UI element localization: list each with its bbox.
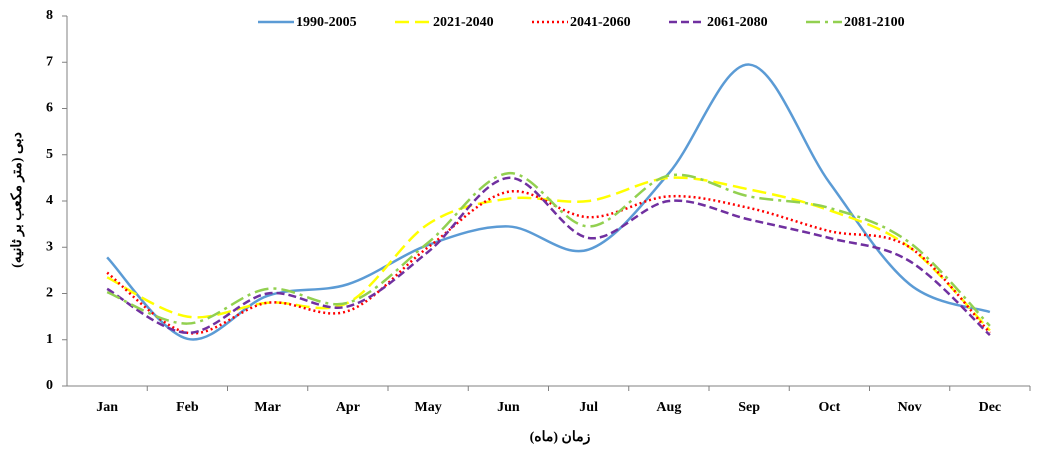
x-tick-label: Oct: [818, 400, 840, 415]
legend-label: 2081-2100: [844, 15, 905, 30]
x-tick-label: May: [415, 400, 442, 415]
x-tick-label: Mar: [254, 400, 280, 415]
y-tick-label: 8: [46, 8, 53, 23]
y-tick-label: 6: [46, 101, 53, 116]
y-tick-label: 0: [46, 378, 53, 393]
x-tick-label: Apr: [336, 400, 360, 415]
legend-label: 2041-2060: [570, 15, 631, 30]
y-axis-title: دبی (متر مکعب بر ثانیه): [9, 132, 25, 268]
x-tick-label: Jun: [497, 400, 520, 415]
y-tick-label: 2: [46, 286, 53, 301]
legend-label: 2021-2040: [433, 15, 494, 30]
y-tick-label: 7: [46, 54, 53, 69]
series-line: [106, 171, 991, 327]
x-tick-label: Nov: [898, 400, 922, 415]
legend-label: 2061-2080: [707, 15, 768, 30]
x-tick-label: Jul: [579, 400, 598, 415]
x-tick-label: Sep: [738, 400, 760, 415]
x-tick-label: Dec: [979, 400, 1002, 415]
x-axis-title: زمان (ماه): [530, 430, 591, 445]
series-line: [106, 176, 991, 337]
x-tick-label: Feb: [176, 400, 199, 415]
y-tick-label: 3: [46, 239, 53, 254]
series-line: [106, 189, 991, 335]
x-tick-label: Jan: [96, 400, 118, 415]
y-tick-label: 5: [46, 147, 53, 162]
legend-label: 1990-2005: [296, 15, 357, 30]
y-tick-label: 4: [46, 193, 53, 208]
x-tick-label: Aug: [656, 400, 681, 415]
series-line: [106, 63, 991, 341]
y-tick-label: 1: [46, 332, 53, 347]
